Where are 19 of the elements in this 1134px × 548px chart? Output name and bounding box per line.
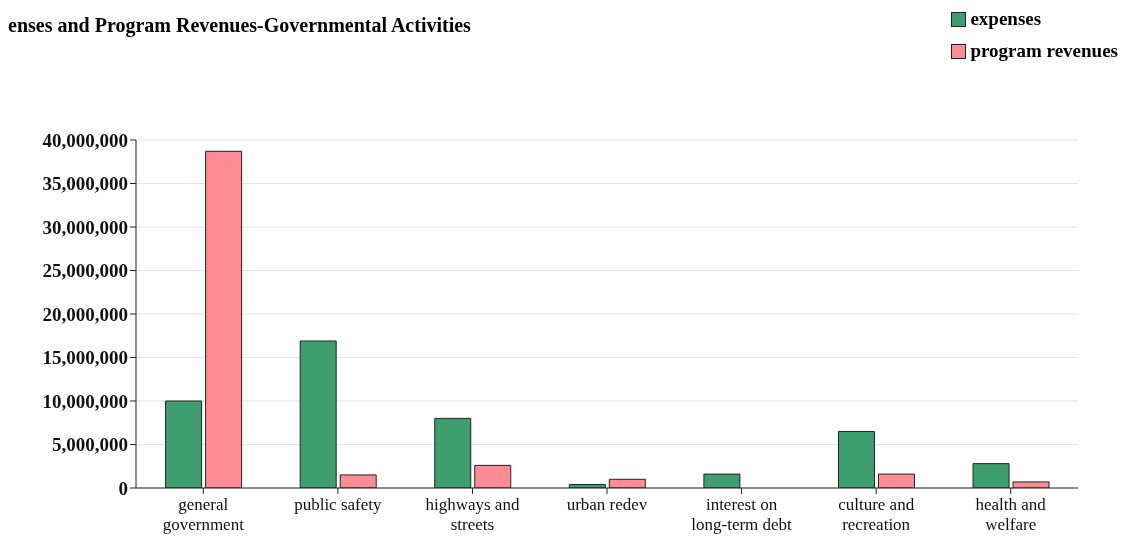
y-tick-label: 15,000,000 — [42, 347, 128, 369]
x-tick-label: public safety — [294, 495, 383, 514]
y-tick-label: 10,000,000 — [42, 390, 128, 412]
y-tick-label: 30,000,000 — [42, 216, 128, 238]
x-tick-label: culture and recreation — [838, 495, 915, 534]
y-tick-label: 35,000,000 — [42, 173, 128, 195]
x-tick-label: urban redev — [566, 495, 648, 514]
chart-title: enses and Program Revenues-Governmental Activities — [8, 14, 471, 37]
y-tick-label: 0 — [118, 477, 128, 499]
y-tick-label: 5,000,000 — [52, 434, 128, 456]
x-tick-label: highways and streets — [425, 495, 520, 534]
legend-label: expenses — [969, 8, 1043, 30]
x-tick-label: health and welfare — [975, 495, 1047, 534]
y-tick-label: 40,000,000 — [42, 129, 128, 151]
x-tick-label: interest on long-term debt — [691, 495, 793, 534]
x-tick-label: general government — [162, 495, 245, 534]
y-tick-label: 20,000,000 — [42, 303, 128, 325]
legend-label: program revenues — [969, 40, 1118, 62]
y-tick-label: 25,000,000 — [42, 260, 128, 282]
